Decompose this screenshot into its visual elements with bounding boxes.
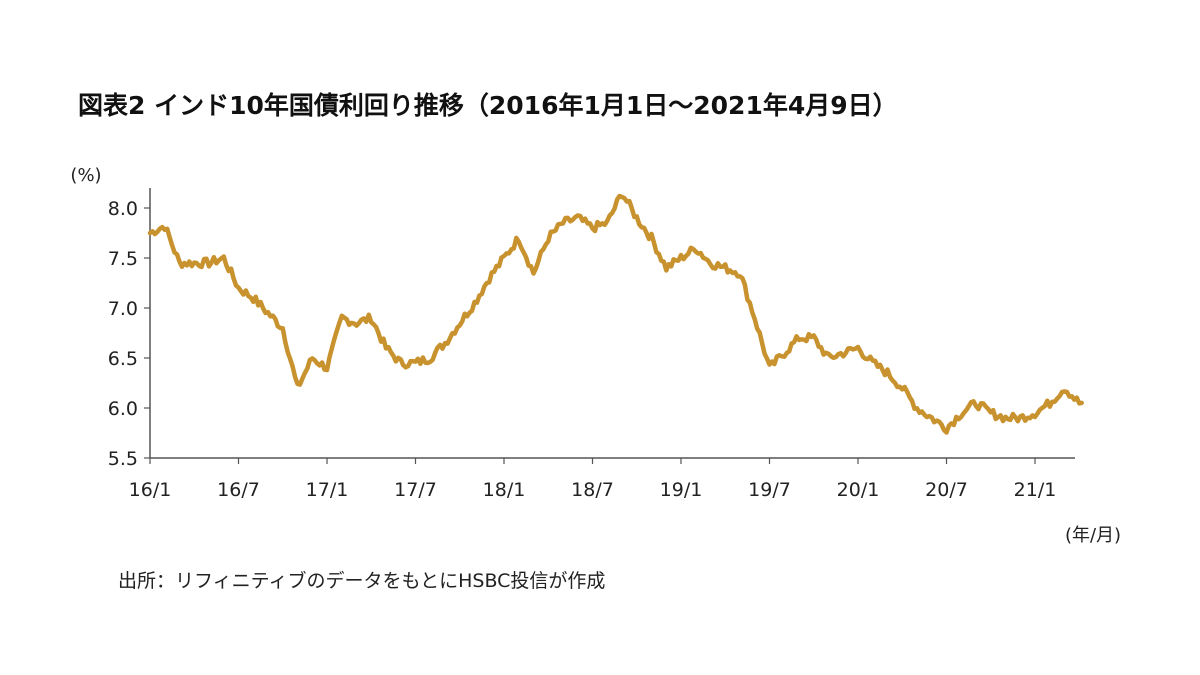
y-axis-unit: (%): [70, 165, 101, 186]
x-tick-label: 16/7: [217, 479, 260, 501]
yield-series-line: [147, 193, 1084, 435]
y-tick-label: 7.0: [108, 298, 138, 320]
x-tick-label: 19/7: [748, 479, 791, 501]
y-tick-label: 8.0: [108, 198, 138, 220]
y-tick-label: 5.5: [108, 448, 138, 470]
chart-title: 図表2 インド10年国債利回り推移（2016年1月1日～2021年4月9日）: [78, 91, 898, 120]
source-note: 出所：リフィニティブのデータをもとにHSBC投信が作成: [118, 570, 606, 592]
x-axis-unit: (年/月): [1065, 525, 1121, 546]
y-tick-label: 7.5: [108, 248, 138, 270]
x-tick-label: 21/1: [1014, 479, 1057, 501]
x-tick-label: 20/7: [925, 479, 968, 501]
y-tick-label: 6.0: [108, 398, 138, 420]
x-tick-label: 17/7: [394, 479, 437, 501]
x-tick-label: 16/1: [129, 479, 172, 501]
x-tick-label: 18/7: [571, 479, 614, 501]
y-tick-label: 6.5: [108, 348, 138, 370]
x-tick-label: 18/1: [483, 479, 526, 501]
x-tick-label: 19/1: [660, 479, 703, 501]
x-tick-label: 20/1: [837, 479, 880, 501]
x-tick-label: 17/1: [306, 479, 349, 501]
